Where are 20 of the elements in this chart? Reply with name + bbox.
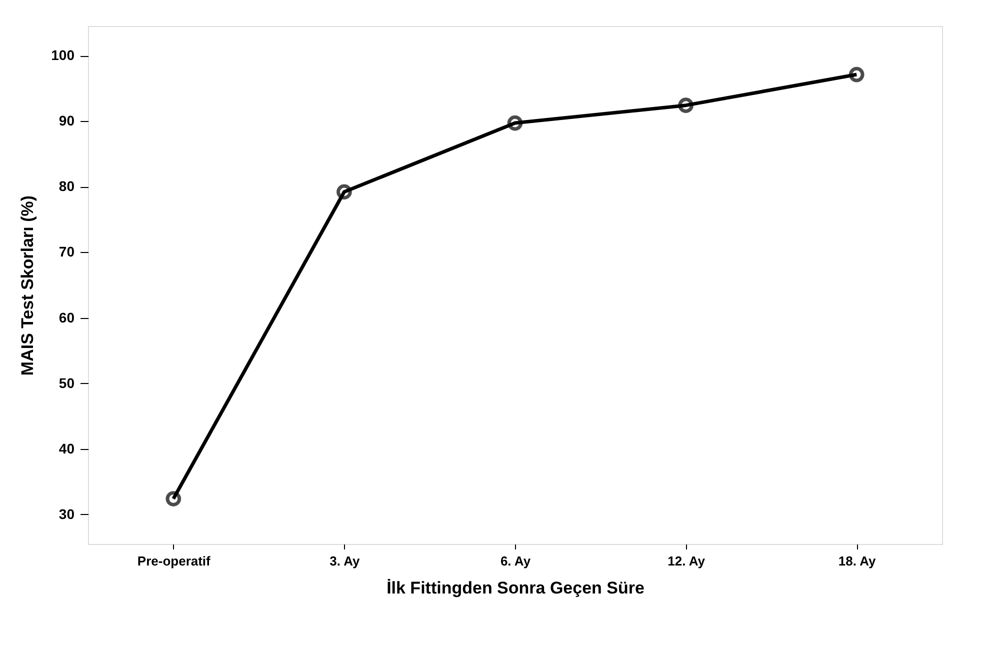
y-tick-label: 30 <box>58 506 75 522</box>
x-axis-title: İlk Fittingden Sonra Geçen Süre <box>386 578 644 598</box>
point <box>678 98 694 113</box>
y-tick-label: 60 <box>58 309 75 326</box>
y-tick-label: 100 <box>51 47 75 64</box>
y-tick-label: 50 <box>58 374 75 391</box>
y-tick-label: 80 <box>58 178 75 194</box>
point <box>336 184 352 200</box>
point <box>848 66 864 82</box>
y-tick-label: 40 <box>58 440 75 456</box>
point <box>166 491 182 506</box>
y-tick-label: 70 <box>58 244 75 260</box>
x-tick-label: Pre-operatif <box>137 554 212 568</box>
point <box>507 115 523 131</box>
x-tick-label: 6. Ay <box>500 554 532 568</box>
y-axis-title: MAIS Test Skorları (%) <box>18 195 38 376</box>
x-tick-label: 18. Ay <box>838 554 877 568</box>
y-tick-label: 90 <box>58 112 75 129</box>
x-tick-label: 12. Ay <box>668 554 706 568</box>
x-tick-label: 3. Ay <box>330 554 361 568</box>
